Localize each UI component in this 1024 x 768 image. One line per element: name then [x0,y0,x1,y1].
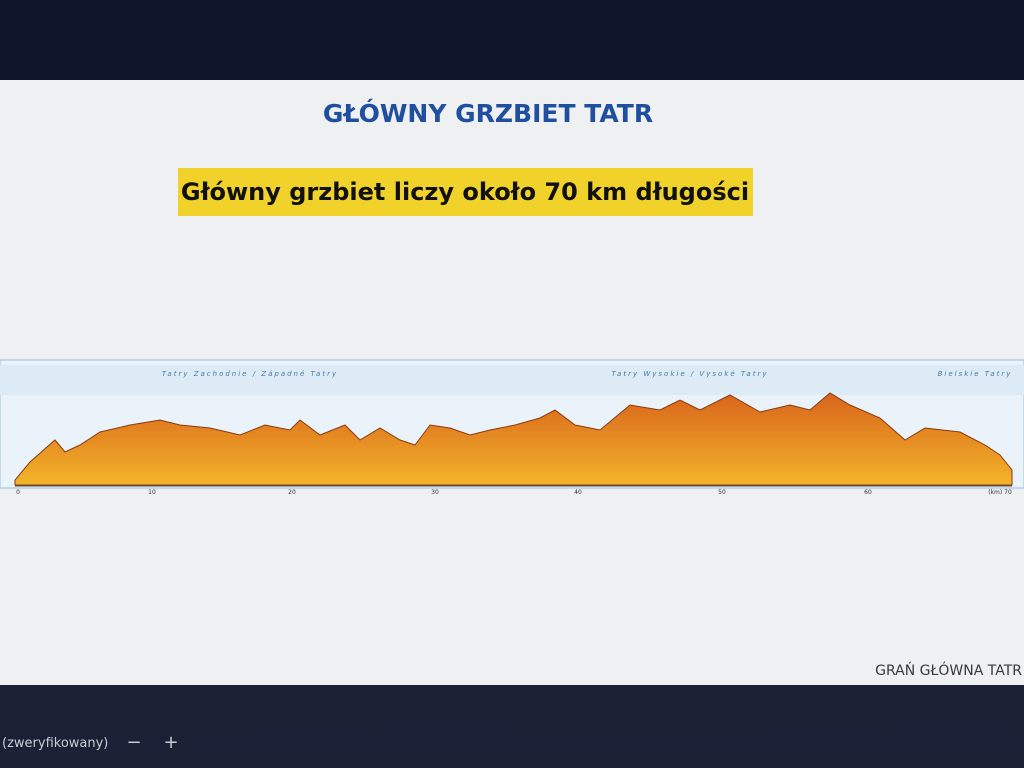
x-label: 10 [148,489,156,496]
x-label: 60 [864,489,872,496]
region-label: Bielskie Tatry [938,370,1013,378]
x-label: 40 [574,489,582,496]
profile-header [0,365,1024,395]
highlight-text: Główny grzbiet liczy około 70 km długośc… [181,178,749,206]
x-label: 30 [431,489,439,496]
zoom-in[interactable]: + [163,732,178,753]
x-label: 50 [718,489,726,496]
profile: Tatry Zachodnie / Západné Tatry Tatry Wy… [0,359,1024,496]
x-label: 20 [288,489,296,496]
slide-title: GŁÓWNY GRZBIET TATR [323,98,653,128]
status-text: (zweryfikowany) [2,736,108,751]
x-label: 0 [16,489,20,496]
region-label: Tatry Wysokie / Vysoké Tatry [612,370,769,378]
zoom-out[interactable]: − [126,732,141,753]
highlight-box [178,168,753,216]
region-label: Tatry Zachodnie / Západné Tatry [162,370,338,378]
x-label: (km) 70 [988,489,1012,496]
elevation-profile [14,392,1013,486]
slide-footer: GRAŃ GŁÓWNA TATR [875,661,1022,679]
